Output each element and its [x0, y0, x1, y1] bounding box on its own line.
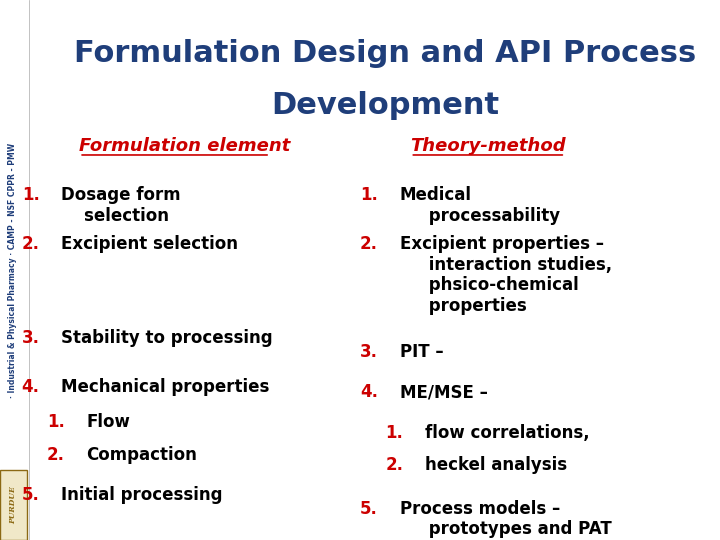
Text: PURDUE: PURDUE — [9, 486, 18, 524]
Text: Compaction: Compaction — [86, 446, 197, 463]
Text: 1.: 1. — [385, 424, 403, 442]
Text: 1.: 1. — [360, 186, 378, 204]
Text: Formulation element: Formulation element — [79, 137, 291, 155]
Text: Formulation Design and API Process: Formulation Design and API Process — [74, 39, 696, 69]
Text: ME/MSE –: ME/MSE – — [400, 383, 487, 401]
Text: heckel analysis: heckel analysis — [425, 456, 567, 474]
Text: PIT –: PIT – — [400, 343, 444, 361]
Text: Dosage form
    selection: Dosage form selection — [61, 186, 181, 225]
Text: · Industrial & Physical Pharmacy · CAMP - NSF CPPR - PMW: · Industrial & Physical Pharmacy · CAMP … — [9, 143, 17, 397]
Text: Theory-method: Theory-method — [410, 137, 566, 155]
Text: 2.: 2. — [22, 235, 40, 253]
Text: flow correlations,: flow correlations, — [425, 424, 590, 442]
Text: Process models –
     prototypes and PAT: Process models – prototypes and PAT — [400, 500, 611, 538]
Text: 5.: 5. — [360, 500, 378, 517]
Text: Initial processing: Initial processing — [61, 486, 222, 504]
Text: 2.: 2. — [47, 446, 65, 463]
Text: 3.: 3. — [22, 329, 40, 347]
FancyBboxPatch shape — [0, 470, 27, 540]
Text: 2.: 2. — [385, 456, 403, 474]
Text: 4.: 4. — [360, 383, 378, 401]
FancyBboxPatch shape — [0, 0, 27, 540]
Text: Medical
     processability: Medical processability — [400, 186, 559, 225]
Text: Mechanical properties: Mechanical properties — [61, 378, 269, 396]
Text: 4.: 4. — [22, 378, 40, 396]
Text: 2.: 2. — [360, 235, 378, 253]
Text: Excipient properties –
     interaction studies,
     phsico-chemical
     prope: Excipient properties – interaction studi… — [400, 235, 612, 315]
Text: 3.: 3. — [360, 343, 378, 361]
Text: 1.: 1. — [47, 413, 65, 431]
Text: Flow: Flow — [86, 413, 130, 431]
Text: Development: Development — [271, 91, 499, 120]
Text: 5.: 5. — [22, 486, 40, 504]
Text: 1.: 1. — [22, 186, 40, 204]
Text: Excipient selection: Excipient selection — [61, 235, 238, 253]
Text: Stability to processing: Stability to processing — [61, 329, 273, 347]
